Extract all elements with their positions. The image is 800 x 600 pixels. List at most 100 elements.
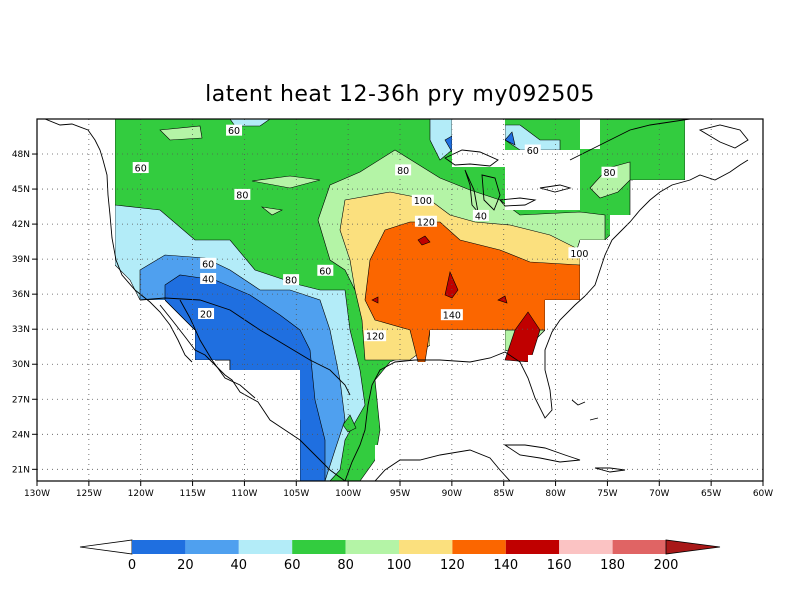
colorbar-under-triangle (79, 539, 133, 555)
field-140-160 (497, 295, 508, 304)
lat-tick-label: 36N (12, 290, 30, 300)
colorbar-level-label: 0 (128, 558, 136, 573)
lat-tick-label: 42N (12, 220, 30, 230)
colorbar-segment (345, 540, 399, 554)
contour-label-bg (132, 162, 149, 174)
colorbar-level-label: 100 (387, 558, 412, 573)
contour-label-bg (234, 188, 251, 200)
colorbar-segment (132, 540, 186, 554)
contour-label-bg (200, 272, 217, 284)
lat-tick-label: 24N (12, 430, 30, 440)
contour-label-bg (411, 194, 434, 206)
lat-tick-label: 30N (12, 360, 30, 370)
field-40-60 (229, 119, 271, 127)
lon-tick-label: 105W (283, 489, 309, 499)
lon-tick-label: 120W (128, 489, 154, 499)
contour-label: 120 (366, 332, 384, 343)
contour-label: 60 (202, 259, 214, 270)
colorbar-level-label: 200 (654, 558, 679, 573)
contour-label-bg (472, 209, 489, 221)
longitude-axis: 130W 125W 120W 115W 110W 105W 100W 95W 90W 85W 80W… (24, 481, 773, 499)
contour-label-bg (364, 330, 387, 342)
lat-tick-label: 27N (12, 395, 30, 405)
colorbar-level-label: 140 (493, 558, 518, 573)
contour-label-bg (198, 308, 215, 320)
contour-label: 40 (202, 274, 214, 285)
lon-tick-label: 100W (335, 489, 361, 499)
colorbar-segment (185, 540, 239, 554)
contour-label: 80 (285, 276, 297, 287)
colorbar-segment (292, 540, 346, 554)
colorbar-level-label: 60 (284, 558, 301, 573)
colorbar-segment (399, 540, 453, 554)
contour-label-bg (601, 166, 618, 178)
lon-tick-label: 115W (180, 489, 206, 499)
colorbar-level-label: 20 (177, 558, 194, 573)
contour-label-bg (568, 247, 591, 259)
contour-labels: 60 60 80 80 100 120 40 60 80 100 60 40 80 60 20 140 120 (132, 124, 618, 343)
colorbar-segment (505, 540, 560, 554)
contour-label: 40 (475, 211, 487, 222)
field-40-60 (504, 124, 561, 151)
colorbar-segment (238, 540, 293, 554)
colorbar-segment (452, 540, 506, 554)
lon-tick-label: 125W (76, 489, 102, 499)
colorbar: 0 20 40 60 80 100 120 140 160 180 200 (79, 539, 721, 573)
field-0-20 (504, 131, 516, 146)
lon-tick-label: 60W (753, 489, 773, 499)
colorbar-level-label: 120 (440, 558, 465, 573)
contour-label: 80 (603, 168, 615, 179)
contour-label-bg (317, 264, 334, 276)
field-60-80 (342, 414, 357, 433)
lat-tick-label: 21N (12, 465, 30, 475)
contour-label-bg (200, 257, 217, 269)
lon-tick-label: 110W (231, 489, 257, 499)
contour-label: 140 (443, 311, 461, 322)
colorbar-level-label: 160 (547, 558, 572, 573)
lat-tick-label: 39N (12, 255, 30, 265)
field-140-160 (417, 235, 431, 246)
contour-label: 120 (417, 217, 435, 228)
missing-data-masks (37, 119, 763, 481)
colorbar-segment (559, 540, 613, 554)
lon-tick-label: 65W (701, 489, 721, 499)
lon-tick-label: 70W (649, 489, 669, 499)
contour-label: 20 (200, 310, 212, 321)
colorbar-level-label: 40 (231, 558, 248, 573)
lat-tick-label: 33N (12, 325, 30, 335)
contour-label: 100 (570, 249, 588, 260)
field-40-60 (429, 119, 453, 161)
contour-label-bg (395, 164, 412, 176)
lon-tick-label: 80W (545, 489, 565, 499)
field-80-100 (251, 175, 321, 189)
contour-label: 100 (414, 196, 432, 207)
contour-label-bg (226, 124, 243, 136)
map-title: latent heat 12-36h pry my092505 (205, 82, 595, 107)
colorbar-level-label: 80 (337, 558, 354, 573)
contour-label: 60 (527, 146, 539, 157)
contour-label-bg (440, 309, 463, 321)
contour-label: 60 (135, 164, 147, 175)
lat-tick-label: 48N (12, 150, 30, 160)
latitude-axis: 48N 45N 42N 39N 36N 33N 30N 27N 24N 21N (12, 150, 37, 475)
colorbar-level-label: 180 (600, 558, 625, 573)
contour-label: 80 (236, 190, 248, 201)
contour-label: 60 (319, 266, 331, 277)
field-140-160 (371, 296, 379, 304)
coastlines (44, 119, 749, 481)
lon-tick-label: 75W (597, 489, 617, 499)
contour-label-bg (524, 144, 541, 156)
lon-tick-label: 85W (494, 489, 514, 499)
graticule (37, 119, 763, 481)
colorbar-segment (612, 540, 666, 554)
contour-label: 60 (228, 126, 240, 137)
lon-tick-label: 95W (390, 489, 410, 499)
field-80-100 (260, 206, 283, 216)
lon-tick-label: 130W (24, 489, 50, 499)
contour-label-bg (414, 215, 437, 227)
field-140-160 (504, 311, 541, 363)
colorbar-over-triangle (665, 539, 721, 555)
contour-label-bg (283, 274, 300, 286)
lat-tick-label: 45N (12, 185, 30, 195)
